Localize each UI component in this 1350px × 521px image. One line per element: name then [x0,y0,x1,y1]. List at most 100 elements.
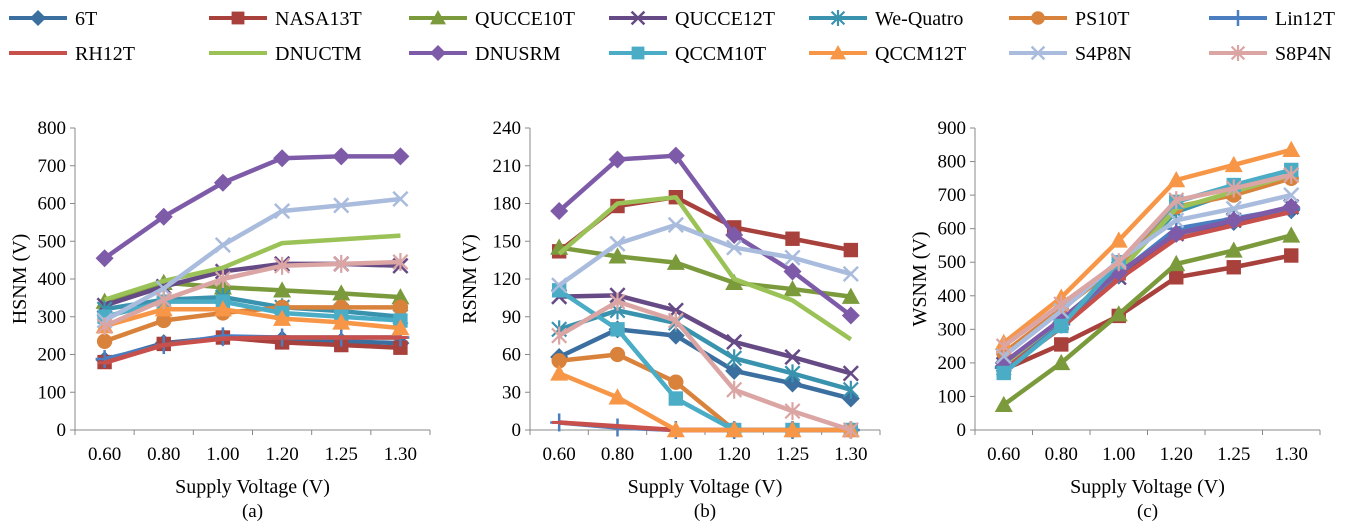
series-line [1002,253,1292,372]
legend-label: QUCCE10T [475,8,575,30]
data-point [784,249,801,266]
y-tick-label: 0 [957,420,967,441]
y-tick-label: 200 [38,345,67,366]
data-point [666,253,685,270]
x-tick-label: 0.60 [88,444,121,465]
y-axis-label: RSNM (V) [459,234,481,323]
series-line [558,371,851,433]
y-tick-label: 90 [502,307,521,328]
chart-caption: (a) [242,501,263,521]
data-point [1167,254,1186,272]
data-point [666,326,685,345]
series-line [103,259,401,329]
data-point [995,337,1012,356]
legend-marker [430,45,446,61]
data-point [783,421,802,438]
series-line [1002,204,1292,365]
x-tick-label: 1.25 [776,444,809,465]
x-tick-label: 1.20 [265,444,298,465]
data-point [668,374,684,390]
data-point [843,242,859,258]
legend-label: PS10T [1075,8,1130,30]
series-s4p8n [551,216,859,294]
data-point [1109,231,1128,248]
y-tick-label: 800 [38,118,67,139]
series-we-quatro [995,165,1300,377]
x-tick-label: 1.25 [1217,444,1250,465]
legend-swatch [1209,10,1267,26]
data-point [725,421,744,438]
data-point [841,287,860,304]
data-point [608,247,627,264]
series-line [1002,167,1292,375]
data-point [333,197,350,214]
y-tick-label: 300 [38,307,67,328]
data-point [1284,248,1299,263]
data-point [1225,200,1242,217]
data-point [1282,140,1301,158]
y-tick-label: 400 [938,286,967,307]
y-tick-label: 600 [938,219,967,240]
y-tick-label: 200 [938,353,967,374]
data-point [95,249,114,268]
x-tick-label: 1.20 [718,444,751,465]
series-qccm12t [550,364,860,438]
data-point [994,395,1013,413]
data-point [1225,179,1242,198]
data-point [666,146,685,165]
data-point [550,202,569,221]
data-point [842,265,859,283]
y-tick-label: 30 [502,382,521,403]
data-point [842,380,859,399]
legend-swatch [409,10,467,25]
data-point [155,290,172,309]
chart-caption: (c) [1137,501,1158,521]
legend-marker [630,10,646,26]
x-axis-label: Supply Voltage (V) [175,476,330,498]
series-s4p8n [995,187,1300,365]
data-point [1283,165,1300,184]
legend-swatch [1209,45,1267,61]
data-point [1054,337,1069,352]
data-point [608,150,627,169]
data-point [667,311,684,330]
legend-marker [1030,45,1046,61]
series-qucce10t [994,226,1301,413]
data-point [784,402,801,421]
y-tick-label: 0 [57,420,67,441]
x-tick-label: 1.25 [325,444,358,465]
series-line [1002,172,1292,348]
legend-swatch [209,51,267,55]
data-point [273,309,292,326]
data-point [156,312,172,329]
data-point [1282,226,1301,243]
data-point [1169,270,1184,285]
y-tick-label: 100 [38,382,67,403]
series-s8p4n [995,165,1300,356]
series-line [103,305,401,344]
data-point [1224,155,1243,173]
y-tick-label: 150 [493,231,522,252]
data-point [333,254,350,273]
series-qccm10t [996,162,1299,381]
legend-label: DNUSRM [475,43,561,65]
series-qucce12t [551,287,859,382]
x-tick-label: 0.60 [987,444,1020,465]
x-tick-label: 1.00 [206,444,239,465]
series-nasa13t [551,190,859,259]
y-tick-label: 120 [493,269,522,290]
data-point [551,326,568,345]
y-tick-label: 800 [938,152,967,173]
data-point [609,292,626,311]
data-point [667,216,684,233]
legend-marker [1031,11,1045,25]
data-point [608,388,627,405]
data-point [392,253,409,272]
data-point [332,284,351,301]
data-point [214,236,232,254]
data-point [1224,241,1243,258]
y-tick-label: 700 [938,185,967,206]
data-point [1053,295,1070,314]
data-point [551,283,567,298]
data-point [726,333,743,351]
